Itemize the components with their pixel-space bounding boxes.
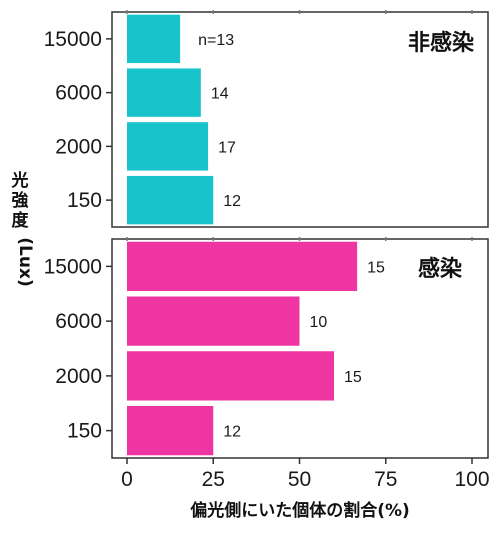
- panel-infected: 15000 15 6000 10 2000 15 150 12: [44, 237, 473, 456]
- y-tick-label: 6000: [55, 310, 102, 333]
- x-tick-label: 0: [121, 468, 133, 491]
- y-tick-label: 15000: [44, 28, 102, 51]
- x-tick-label: 75: [374, 468, 397, 491]
- y-tick-label: 15000: [44, 255, 102, 278]
- x-tick-label: 100: [454, 468, 489, 491]
- count-label: n=13: [198, 32, 234, 49]
- bar-uninfected-150: [127, 175, 214, 225]
- x-tick-label: 50: [288, 468, 311, 491]
- count-label: 12: [223, 424, 241, 441]
- y-tick-label: 2000: [55, 135, 102, 158]
- x-axis-title: 偏光側にいた個体の割合(%): [190, 500, 410, 521]
- bar-infected-2000: [127, 351, 334, 401]
- y-tick-label: 2000: [55, 365, 102, 388]
- count-label: 17: [218, 139, 236, 156]
- x-axis: 0 25 50 75 100: [121, 458, 490, 491]
- x-tick-label: 25: [202, 468, 225, 491]
- y-axis-title-unit: (Lux): [15, 237, 35, 286]
- bar-infected-6000: [127, 296, 300, 346]
- y-tick-label: 6000: [55, 82, 102, 105]
- y-tick-label: 150: [67, 189, 102, 212]
- count-label: 12: [223, 193, 241, 210]
- bar-uninfected-2000: [127, 122, 209, 171]
- bar-uninfected-6000: [127, 68, 201, 117]
- count-label: 15: [367, 259, 385, 276]
- count-label: 10: [310, 314, 328, 331]
- y-axis-title-char-2: 強: [12, 190, 29, 211]
- y-tick-label: 150: [67, 420, 102, 443]
- count-label: 15: [344, 369, 362, 386]
- panel-uninfected: 15000 n=13 6000 14 2000 17 150 12: [44, 10, 473, 225]
- count-label: 14: [211, 86, 229, 103]
- panel-title-infected: 感染: [418, 256, 462, 282]
- y-axis-title: 光 強 度 (Lux): [11, 170, 36, 287]
- y-axis-title-char-1: 光: [11, 170, 29, 191]
- y-axis-title-char-3: 度: [12, 210, 30, 231]
- bar-infected-150: [127, 405, 214, 456]
- bar-infected-15000: [127, 241, 358, 292]
- bar-uninfected-15000: [127, 14, 181, 64]
- panel-title-uninfected: 非感染: [408, 30, 474, 56]
